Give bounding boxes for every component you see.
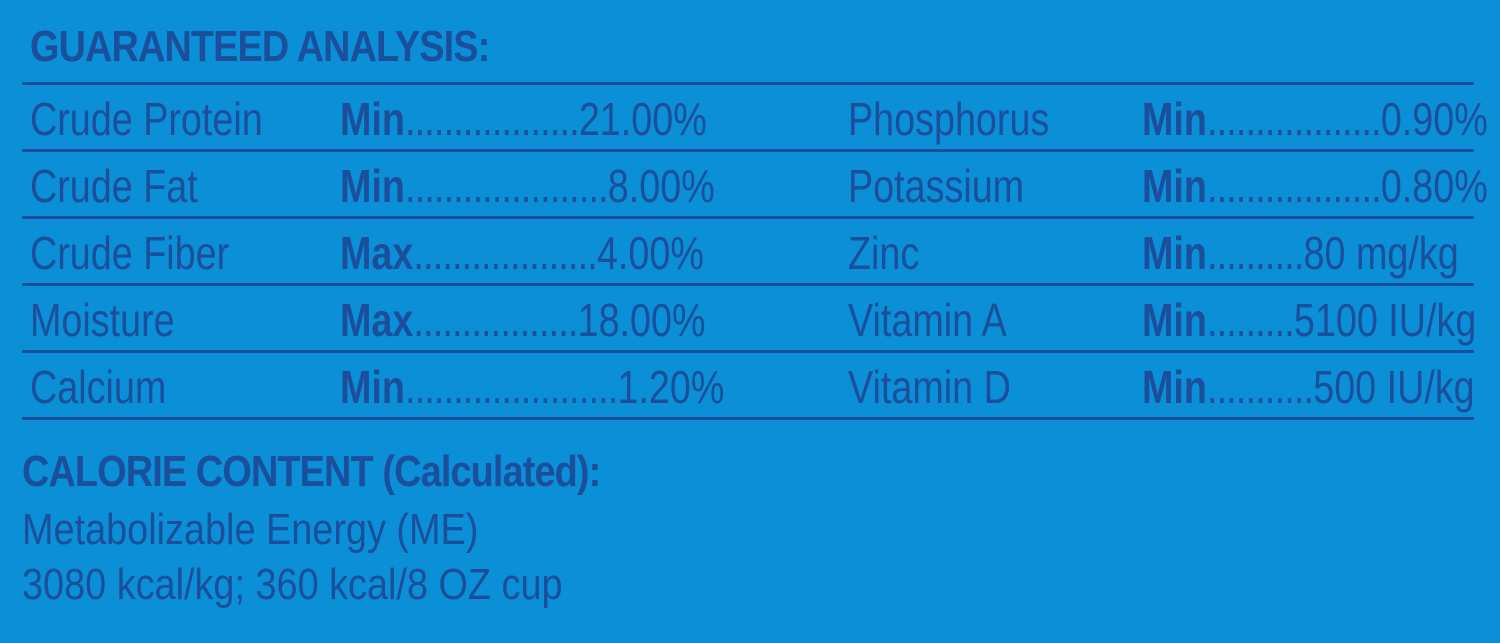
value-amount: 0.80% bbox=[1380, 160, 1488, 212]
value-leader: ................... bbox=[413, 227, 597, 279]
value-leader: ...................... bbox=[404, 361, 618, 413]
nutrient-value: Max.................18.00% bbox=[340, 286, 706, 350]
value-amount: 8.00% bbox=[607, 160, 715, 212]
table-row: Calcium Min......................1.20% V… bbox=[22, 353, 1475, 420]
value-leader: ......... bbox=[1206, 294, 1295, 346]
value-amount: 1.20% bbox=[617, 361, 725, 413]
value-kind: Min bbox=[340, 160, 405, 212]
value-amount: 500 IU/kg bbox=[1313, 361, 1475, 413]
value-kind: Min bbox=[1142, 93, 1207, 145]
value-kind: Min bbox=[340, 93, 405, 145]
value-amount: 80 mg/kg bbox=[1303, 227, 1459, 279]
nutrient-value: Min......................1.20% bbox=[340, 353, 724, 417]
analysis-table: Crude Protein Min..................21.00… bbox=[22, 82, 1488, 420]
nutrient-name: Crude Fat bbox=[30, 160, 198, 212]
value-amount: 18.00% bbox=[577, 294, 706, 346]
nutrient-value: Min..................0.90% bbox=[1142, 85, 1488, 149]
value-kind: Min bbox=[1142, 294, 1207, 346]
value-kind: Min bbox=[1142, 227, 1207, 279]
value-amount: 5100 IU/kg bbox=[1293, 294, 1477, 346]
guaranteed-analysis-title: GUARANTEED ANALYSIS: bbox=[30, 22, 490, 71]
value-kind: Min bbox=[1142, 361, 1207, 413]
nutrient-name: Potassium bbox=[848, 160, 1025, 212]
table-row: Crude Fiber Max...................4.00% … bbox=[22, 219, 1474, 286]
nutrient-name: Zinc bbox=[848, 227, 920, 279]
value-leader: ................. bbox=[413, 294, 578, 346]
value-leader: .................. bbox=[404, 93, 580, 145]
value-leader: ........... bbox=[1206, 361, 1314, 413]
value-amount: 0.90% bbox=[1380, 93, 1488, 145]
nutrient-name: Crude Fiber bbox=[30, 227, 230, 279]
value-leader: ..................... bbox=[404, 160, 609, 212]
value-leader: .......... bbox=[1206, 227, 1304, 279]
nutrient-value: Min..................21.00% bbox=[340, 85, 707, 149]
nutrient-value: Min.........5100 IU/kg bbox=[1142, 286, 1476, 350]
value-amount: 4.00% bbox=[596, 227, 704, 279]
value-kind: Max bbox=[340, 294, 414, 346]
value-kind: Min bbox=[340, 361, 405, 413]
value-amount: 21.00% bbox=[578, 93, 707, 145]
nutrient-name: Vitamin D bbox=[848, 361, 1011, 413]
nutrient-value: Min..........80 mg/kg bbox=[1142, 219, 1459, 283]
value-leader: .................. bbox=[1206, 160, 1382, 212]
table-row: Moisture Max.................18.00% Vita… bbox=[22, 286, 1476, 353]
table-row: Crude Fat Min.....................8.00% … bbox=[22, 152, 1488, 219]
nutrient-value: Min...........500 IU/kg bbox=[1142, 353, 1475, 417]
nutrient-name: Phosphorus bbox=[848, 93, 1050, 145]
calorie-content-title: CALORIE CONTENT (Calculated): bbox=[22, 447, 601, 496]
calorie-content-line: Metabolizable Energy (ME) bbox=[22, 505, 479, 554]
nutrient-name: Moisture bbox=[30, 294, 175, 346]
table-row: Crude Protein Min..................21.00… bbox=[22, 85, 1488, 152]
nutrient-value: Min.....................8.00% bbox=[340, 152, 715, 216]
calorie-content-line: 3080 kcal/kg; 360 kcal/8 OZ cup bbox=[22, 560, 563, 609]
nutrient-value: Min..................0.80% bbox=[1142, 152, 1488, 216]
nutrient-value: Max...................4.00% bbox=[340, 219, 704, 283]
nutrient-name: Vitamin A bbox=[848, 294, 1007, 346]
nutrient-name: Calcium bbox=[30, 361, 167, 413]
value-kind: Max bbox=[340, 227, 414, 279]
nutrient-name: Crude Protein bbox=[30, 93, 263, 145]
value-leader: .................. bbox=[1206, 93, 1382, 145]
value-kind: Min bbox=[1142, 160, 1207, 212]
